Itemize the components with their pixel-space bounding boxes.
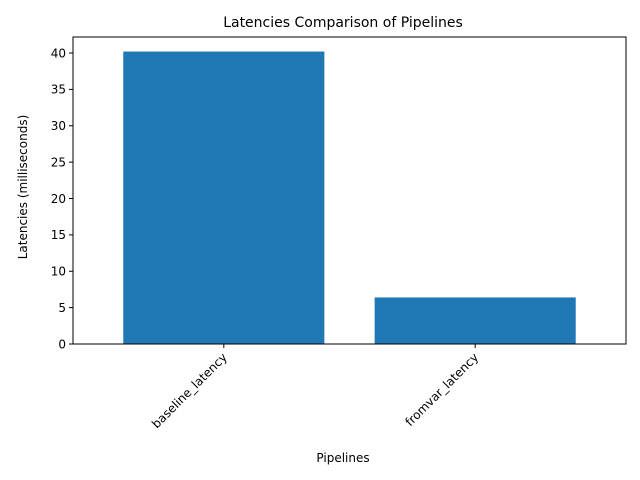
y-tick-label: 5 [58, 301, 66, 315]
y-tick-label: 20 [51, 192, 66, 206]
x-axis: baseline_latency fromvar_latency [149, 344, 481, 431]
y-tick-label: 0 [58, 337, 66, 351]
y-tick-label: 15 [51, 228, 66, 242]
bar-fromvar_latency [374, 297, 576, 344]
y-axis: 0 5 10 15 20 25 30 35 40 [51, 46, 73, 351]
y-tick-label: 10 [51, 265, 66, 279]
y-tick-label: 35 [51, 83, 66, 97]
chart-title: Latencies Comparison of Pipelines [223, 15, 463, 31]
y-axis-label: Latencies (milliseconds) [16, 115, 30, 260]
bar-baseline_latency [123, 51, 325, 345]
x-tick-label: fromvar_latency [403, 350, 482, 429]
y-tick-label: 40 [51, 46, 66, 60]
bars-group [123, 51, 576, 345]
y-tick-label: 25 [51, 155, 66, 169]
plot-area-frame [72, 36, 627, 345]
x-axis-label: Pipelines [316, 451, 369, 465]
x-tick-label: baseline_latency [149, 350, 230, 431]
y-tick-label: 30 [51, 119, 66, 133]
